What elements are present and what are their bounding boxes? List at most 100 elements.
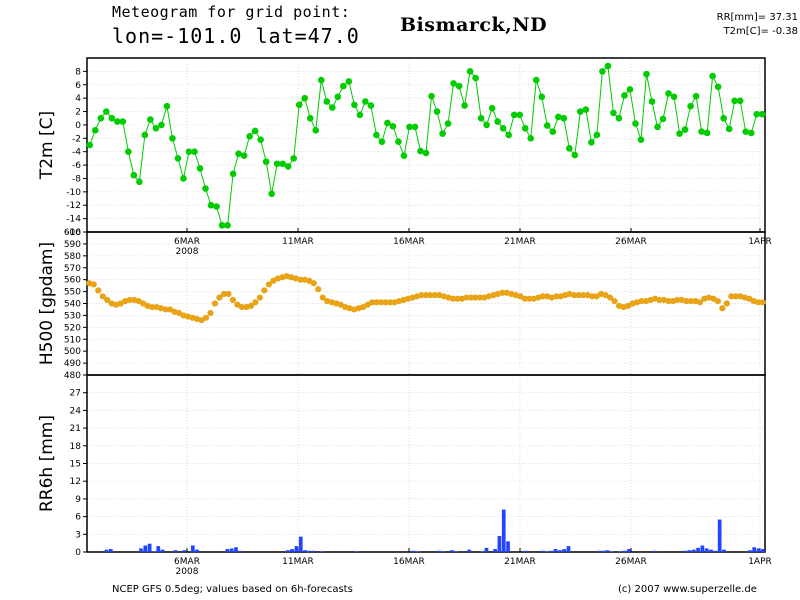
data-point <box>692 92 700 100</box>
data-point <box>665 90 672 97</box>
data-point <box>229 170 237 178</box>
precip-bar <box>601 550 605 552</box>
data-point <box>400 152 408 160</box>
series-line <box>89 64 763 226</box>
data-point <box>97 114 105 122</box>
precip-bar <box>683 550 687 552</box>
data-point <box>323 98 331 105</box>
data-point <box>698 128 705 135</box>
data-point <box>444 120 452 127</box>
data-point <box>149 303 156 311</box>
data-point <box>527 135 535 142</box>
data-point <box>532 76 540 84</box>
data-point <box>461 102 468 109</box>
data-point <box>417 147 424 155</box>
data-point <box>102 108 110 115</box>
data-point <box>284 163 292 170</box>
data-point <box>463 294 470 301</box>
precip-bar <box>566 546 571 552</box>
y-tick-label: 12 <box>70 477 81 487</box>
data-point <box>742 128 750 135</box>
y-tick-label: 0 <box>75 548 81 558</box>
data-point <box>472 74 479 82</box>
precip-bar <box>497 536 502 552</box>
y-tick-label: 490 <box>64 359 81 369</box>
precip-bar <box>622 550 627 552</box>
precip-bar <box>307 550 312 552</box>
data-point <box>476 294 483 301</box>
data-point <box>723 300 730 307</box>
precip-bar <box>687 550 692 552</box>
precip-bar <box>618 551 623 552</box>
precip-bar <box>441 551 446 552</box>
data-point <box>162 306 169 313</box>
y-tick-label: 550 <box>64 288 81 298</box>
precip-bar <box>558 550 562 552</box>
data-point <box>759 299 766 306</box>
y-tick-label: 510 <box>64 335 81 345</box>
data-point <box>643 70 650 78</box>
data-point <box>119 118 127 125</box>
data-point <box>273 160 281 168</box>
data-point <box>213 203 220 210</box>
data-point <box>386 299 394 306</box>
precip-bar <box>238 550 243 552</box>
y-tick-label: -8 <box>72 174 81 184</box>
data-point <box>758 110 766 118</box>
data-point <box>450 80 457 87</box>
data-point <box>246 133 253 140</box>
data-point <box>319 294 326 301</box>
data-point <box>665 298 672 305</box>
data-point <box>262 158 270 166</box>
data-point <box>516 111 524 119</box>
y-tick-label: -16 <box>66 228 81 238</box>
data-point <box>86 141 94 149</box>
data-point <box>499 289 506 296</box>
data-point <box>301 94 309 102</box>
data-point <box>306 114 314 122</box>
data-point <box>224 222 231 229</box>
data-point <box>538 93 546 101</box>
data-point <box>406 123 413 131</box>
data-point <box>202 314 210 321</box>
data-point <box>315 286 322 293</box>
y-tick-label: -12 <box>66 201 81 211</box>
y-tick-label: -10 <box>66 188 81 198</box>
data-point <box>681 126 689 133</box>
data-point <box>268 190 275 198</box>
data-point <box>91 126 99 134</box>
data-point <box>588 139 595 146</box>
data-point <box>656 296 663 304</box>
precip-bar <box>290 549 294 552</box>
data-point <box>141 131 149 139</box>
precip-bar <box>709 549 713 552</box>
data-point <box>731 97 738 105</box>
data-point <box>703 129 711 137</box>
x-tick-sublabel: 2008 <box>176 247 199 257</box>
data-point <box>728 293 735 300</box>
y-tick-label: 9 <box>75 495 81 505</box>
data-point <box>431 292 439 299</box>
title-coordinates: lon=-101.0 lat=47.0 <box>112 24 360 48</box>
y-tick-label: 4 <box>75 94 81 104</box>
data-point <box>696 299 703 306</box>
data-point <box>252 299 259 306</box>
y-tick-label: -14 <box>66 215 81 225</box>
y-tick-label: 590 <box>64 240 81 250</box>
x-tick-label: 26MAR <box>615 557 647 567</box>
precip-bar <box>156 546 161 552</box>
data-point <box>247 302 254 309</box>
y-tick-label: 15 <box>70 460 81 470</box>
precip-bar <box>454 551 459 552</box>
data-point <box>654 123 661 131</box>
data-point <box>265 281 272 288</box>
x-tick-label: 16MAR <box>393 557 425 567</box>
precip-bar <box>609 551 614 552</box>
data-point <box>418 292 425 299</box>
y-tick-label: 3 <box>75 530 81 540</box>
data-point <box>494 118 501 125</box>
data-point <box>126 296 133 304</box>
data-point <box>220 290 228 298</box>
data-point <box>169 135 176 142</box>
data-point <box>174 155 182 162</box>
